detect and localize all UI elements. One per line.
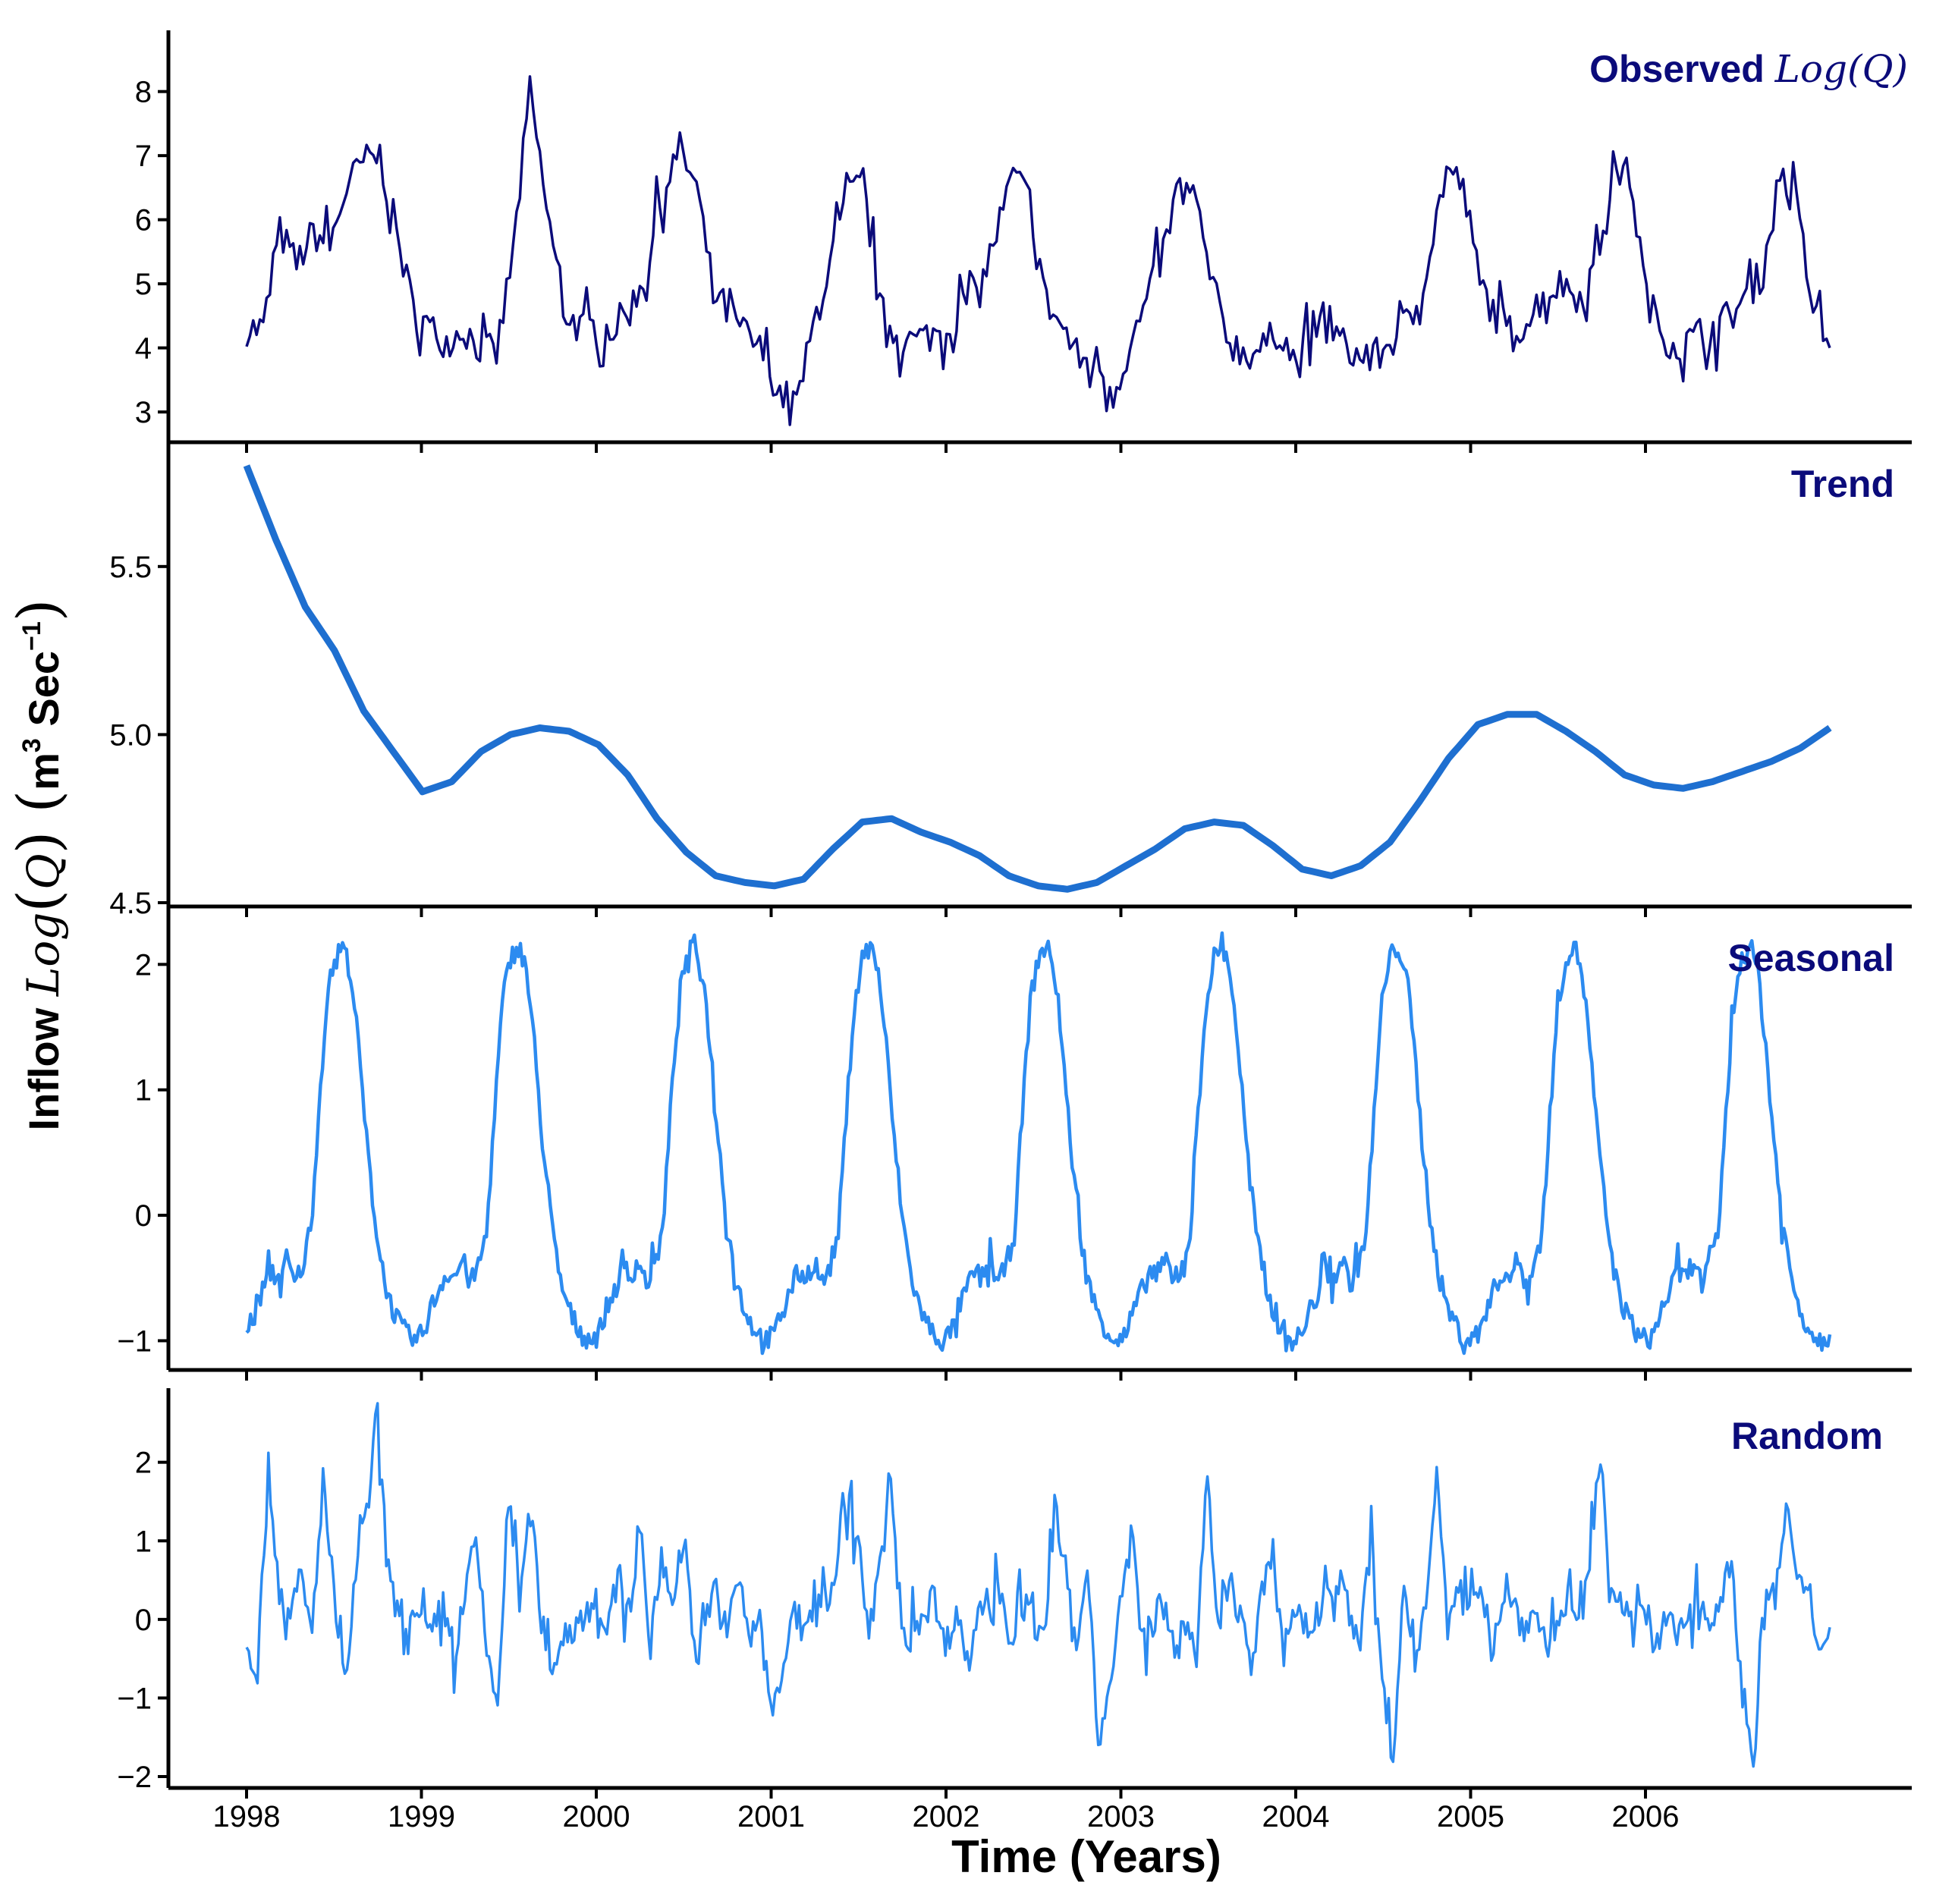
x-tick-label: 2002 bbox=[913, 1800, 980, 1833]
y-tick-label: 5.0 bbox=[109, 718, 152, 752]
y-tick-label: 7 bbox=[135, 140, 152, 173]
y-tick-label: 0 bbox=[135, 1604, 152, 1637]
x-tick-label: 2004 bbox=[1262, 1800, 1330, 1833]
y-tick-label: 8 bbox=[135, 76, 152, 109]
series-line-seasonal bbox=[245, 931, 1832, 1356]
y-tick-label: 4 bbox=[135, 332, 152, 366]
y-tick-label: 3 bbox=[135, 396, 152, 429]
series-line-trend bbox=[243, 464, 1832, 893]
x-tick-label: 2005 bbox=[1437, 1800, 1504, 1833]
x-tick-label: 2006 bbox=[1612, 1800, 1680, 1833]
y-tick-label: 4.5 bbox=[109, 887, 152, 920]
x-tick-label: 2000 bbox=[563, 1800, 630, 1833]
panel-title: Trend bbox=[1791, 463, 1894, 505]
series-line-random bbox=[245, 1402, 1831, 1768]
x-axis-title: Time (Years) bbox=[951, 1831, 1221, 1882]
panel-title: Observed Log(Q) bbox=[1589, 47, 1908, 91]
x-tick-label: 2003 bbox=[1087, 1800, 1155, 1833]
y-tick-label: −2 bbox=[117, 1761, 152, 1794]
y-tick-label: 2 bbox=[135, 1447, 152, 1480]
y-tick-label: 2 bbox=[135, 948, 152, 982]
x-tick-label: 1999 bbox=[388, 1800, 455, 1833]
panel-observed-log-q: 3 4 5 6 7 8 Observed Log(Q) bbox=[135, 30, 1912, 453]
y-tick-label: 0 bbox=[135, 1199, 152, 1233]
y-tick-label: 1 bbox=[135, 1525, 152, 1558]
panel-seasonal: −1 0 1 2 Seasonal bbox=[117, 906, 1912, 1381]
y-axis-title-text: Inflow Log(Q) (m3 Sec−1) bbox=[5, 599, 72, 1131]
y-axis-title: Inflow Log(Q) (m3 Sec−1) bbox=[5, 599, 72, 1131]
x-tick-label: 2001 bbox=[737, 1800, 805, 1833]
x-tick-label: 1998 bbox=[213, 1800, 281, 1833]
y-tick-label: 6 bbox=[135, 204, 152, 237]
y-tick-label: −1 bbox=[117, 1324, 152, 1358]
panel-random: −2 −1 0 1 2 Random bbox=[117, 1388, 1912, 1799]
series-line-observed bbox=[245, 75, 1831, 426]
panel-title: Seasonal bbox=[1727, 937, 1894, 979]
y-tick-label: 1 bbox=[135, 1074, 152, 1108]
panel-trend: 4.5 5.0 5.5 Trend bbox=[109, 442, 1912, 920]
y-tick-label: 5.5 bbox=[109, 551, 152, 584]
y-tick-label: 5 bbox=[135, 268, 152, 301]
y-tick-label: −1 bbox=[117, 1682, 152, 1715]
panel-title: Random bbox=[1731, 1415, 1883, 1457]
